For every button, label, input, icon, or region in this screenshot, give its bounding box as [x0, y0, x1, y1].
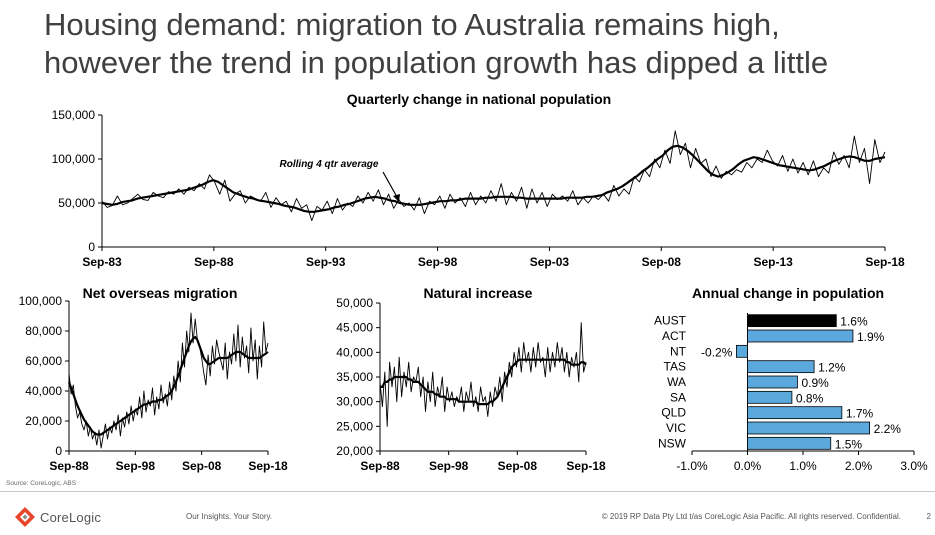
annual-bar-vic — [747, 421, 870, 435]
annual-category-label: VIC — [666, 421, 686, 435]
annual-bar-nsw — [747, 436, 832, 450]
annual-value-label: 0.8% — [796, 391, 824, 405]
corelogic-logo: CoreLogic — [14, 505, 101, 529]
quarterly-x-tick-label: Sep-13 — [753, 255, 793, 269]
annual-value-label: 1.5% — [835, 437, 863, 451]
natural-x-tick-label: Sep-88 — [360, 459, 400, 473]
nom-chart — [65, 300, 269, 455]
nom-x-tick-label: Sep-98 — [116, 459, 156, 473]
nom-x-tick-label: Sep-88 — [49, 459, 89, 473]
annual-bar-tas — [747, 360, 815, 374]
annotation-arrow-line — [382, 171, 398, 198]
quarterly-y-tick-label: 100,000 — [52, 152, 96, 166]
footer-copyright: © 2019 RP Data Pty Ltd t/as CoreLogic As… — [601, 512, 901, 521]
quarterly-y-tick-label: 0 — [88, 240, 95, 254]
annual-chart — [691, 313, 915, 455]
footer-tagline: Our Insights. Your Story. — [186, 512, 273, 521]
natural-y-tick-label: 25,000 — [336, 419, 373, 433]
annual-category-label: WA — [667, 375, 686, 389]
natural-y-tick-label: 35,000 — [336, 370, 373, 384]
quarterly-quarterly-line — [101, 130, 886, 222]
nom-x-tick-label: Sep-08 — [182, 459, 222, 473]
natural-y-tick-label: 40,000 — [336, 345, 373, 359]
annual-category-label: NT — [670, 344, 687, 358]
annual-value-label: -0.2% — [701, 345, 733, 359]
annual-value-label: 0.9% — [801, 376, 829, 390]
quarterly-y-tick-label: 50,000 — [58, 196, 95, 210]
annual-bar-qld — [747, 406, 843, 420]
annotation-arrowhead — [393, 194, 400, 202]
natural-y-tick-label: 30,000 — [336, 395, 373, 409]
annual-x-tick-label: 2.0% — [845, 459, 873, 473]
annual-value-label: 2.2% — [874, 422, 902, 436]
annual-category-label: TAS — [664, 360, 686, 374]
rolling-average-annotation: Rolling 4 qtr average — [280, 159, 379, 170]
quarterly-x-tick-label: Sep-93 — [306, 255, 346, 269]
annual-bar-sa — [747, 390, 793, 404]
slide-title: Housing demand: migration to Australia r… — [44, 6, 924, 82]
natural-y-tick-label: 50,000 — [336, 296, 373, 310]
nom-y-tick-label: 0 — [55, 444, 62, 458]
page-number: 2 — [926, 512, 931, 521]
quarterly-x-tick-label: Sep-83 — [82, 255, 122, 269]
quarterly-x-tick-label: Sep-03 — [530, 255, 570, 269]
annual-value-label: 1.7% — [846, 407, 874, 421]
annual-title: Annual change in population — [692, 285, 884, 301]
slide-title-line1: Housing demand: migration to Australia r… — [44, 7, 780, 42]
nom-y-tick-label: 40,000 — [25, 384, 62, 398]
nom-y-tick-label: 100,000 — [19, 294, 63, 308]
nom-y-tick-label: 20,000 — [25, 414, 62, 428]
annual-category-label: NSW — [658, 436, 687, 450]
quarterly-title: Quarterly change in national population — [347, 91, 611, 107]
nom-y-tick-label: 60,000 — [25, 354, 62, 368]
annual-x-tick-label: 3.0% — [900, 459, 928, 473]
annual-category-label: AUST — [654, 314, 687, 328]
natural-trend-line — [380, 358, 587, 406]
annual-x-tick-label: -1.0% — [676, 459, 708, 473]
annual-bar-aust — [747, 314, 837, 328]
annual-x-tick-label: 0.0% — [734, 459, 762, 473]
natural-x-tick-label: Sep-98 — [429, 459, 469, 473]
quarterly-x-tick-label: Sep-08 — [642, 255, 682, 269]
natural-y-tick-label: 45,000 — [336, 321, 373, 335]
annual-value-label: 1.2% — [818, 361, 846, 375]
natural-title: Natural increase — [424, 285, 533, 301]
quarterly-x-tick-label: Sep-18 — [865, 255, 905, 269]
annual-value-label: 1.6% — [840, 315, 868, 329]
natural-quarterly-line — [379, 322, 587, 427]
quarterly-x-tick-label: Sep-98 — [418, 255, 458, 269]
nom-x-tick-label: Sep-18 — [248, 459, 288, 473]
nom-y-tick-label: 80,000 — [25, 324, 62, 338]
annual-category-label: SA — [670, 390, 686, 404]
quarterly-y-tick-label: 150,000 — [52, 108, 96, 122]
annual-category-label: QLD — [661, 406, 686, 420]
annual-value-label: 1.9% — [857, 330, 885, 344]
natural-x-tick-label: Sep-08 — [498, 459, 538, 473]
footer-divider — [0, 491, 935, 492]
annual-bar-wa — [747, 375, 798, 389]
nom-trend-line — [67, 335, 269, 436]
annual-bar-act — [747, 329, 854, 343]
quarterly-x-tick-label: Sep-88 — [194, 255, 234, 269]
quarterly-chart — [98, 114, 886, 251]
natural-chart — [376, 302, 587, 455]
annual-bar-nt — [736, 344, 748, 358]
annual-category-label: ACT — [662, 329, 687, 343]
nom-title: Net overseas migration — [83, 285, 238, 301]
slide-title-line2: however the trend in population growth h… — [44, 45, 829, 80]
nom-quarterly-line — [68, 312, 269, 449]
quarterly-trend-line — [101, 144, 886, 213]
corelogic-logo-icon — [15, 507, 35, 527]
natural-x-tick-label: Sep-18 — [566, 459, 606, 473]
annual-x-tick-label: 1.0% — [789, 459, 817, 473]
natural-y-tick-label: 20,000 — [336, 444, 373, 458]
corelogic-logo-text: CoreLogic — [40, 509, 102, 525]
source-note: Source: CoreLogic, ABS — [6, 480, 77, 487]
